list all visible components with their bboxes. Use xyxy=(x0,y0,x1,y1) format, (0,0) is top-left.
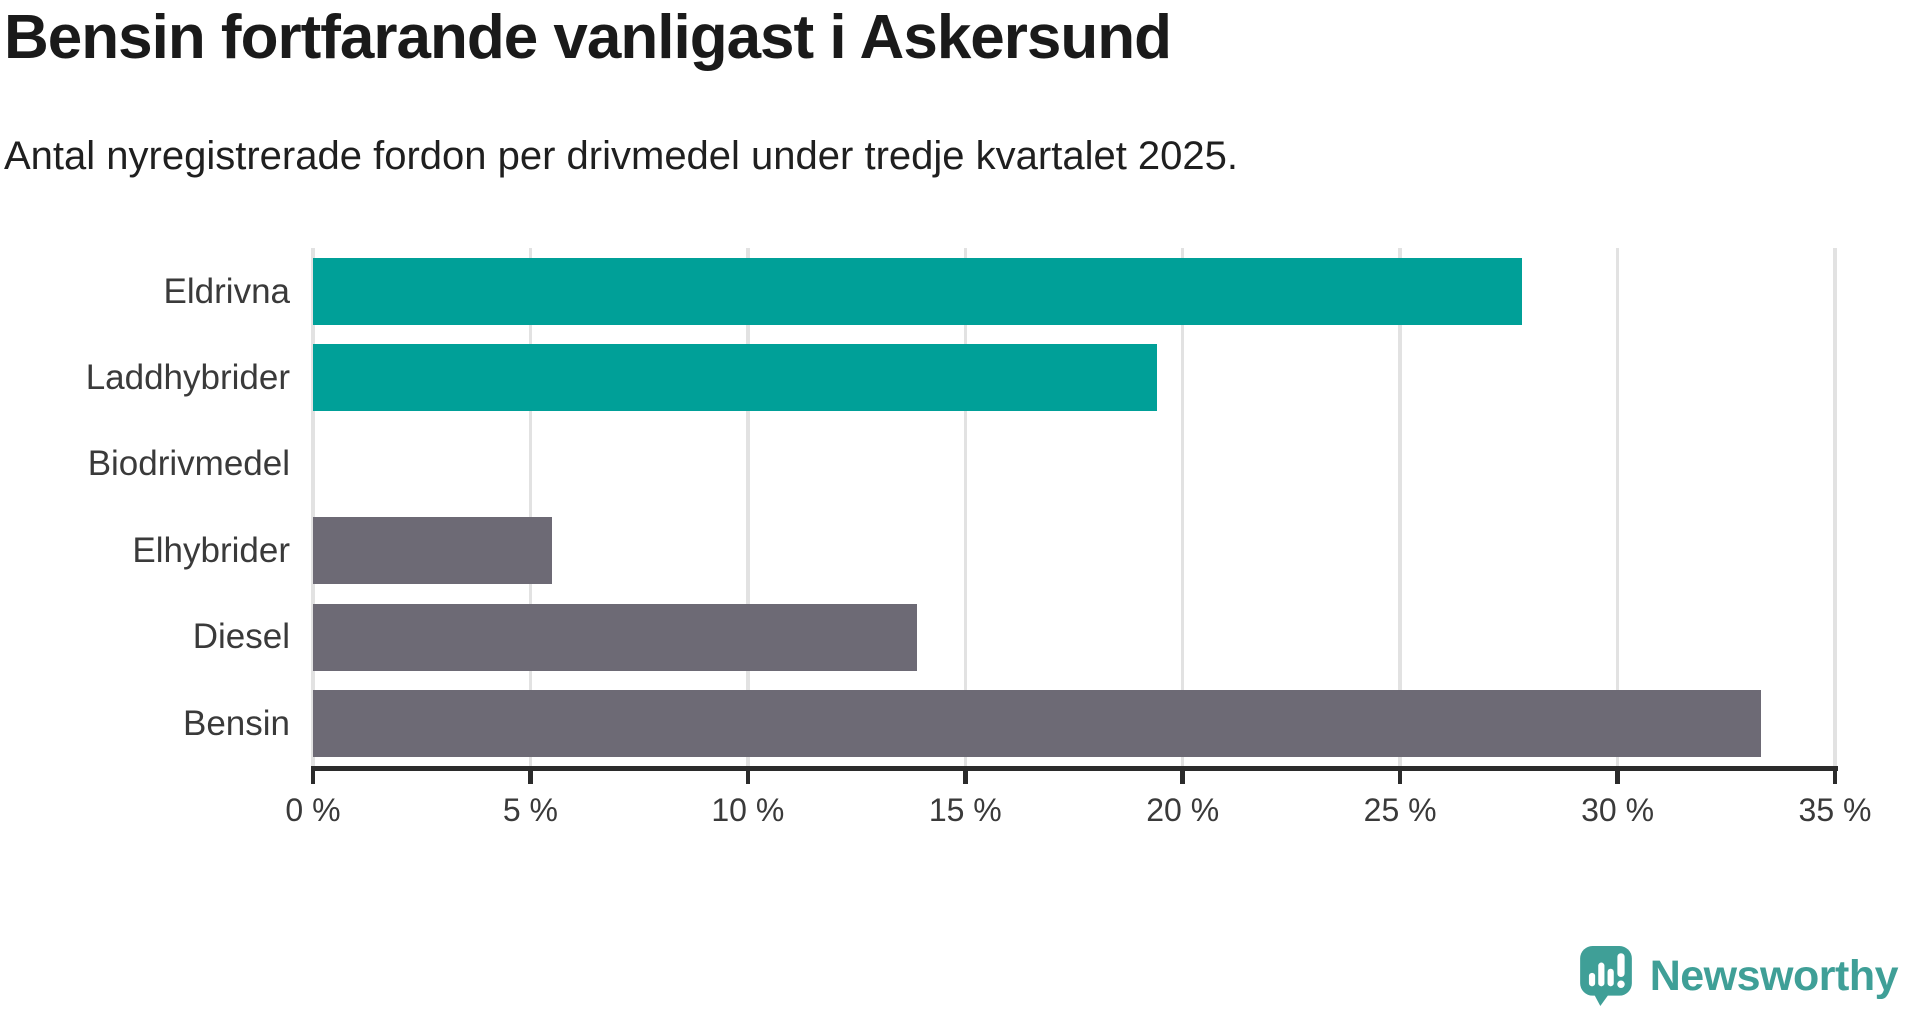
category-label-bensin: Bensin xyxy=(182,703,290,743)
newsworthy-logo-text: Newsworthy xyxy=(1649,951,1899,1000)
gridline-20 xyxy=(1180,248,1185,766)
x-tick-30 xyxy=(1615,770,1620,784)
gridline-15 xyxy=(963,248,968,766)
gridline-10 xyxy=(746,248,750,766)
bar-laddhybrider xyxy=(313,344,1157,412)
x-tick-label-25: 25 % xyxy=(1363,792,1437,828)
x-tick-5 xyxy=(528,770,533,784)
x-tick-label-5: 5 % xyxy=(502,792,558,828)
category-label-diesel: Diesel xyxy=(192,617,290,657)
chart-subtitle: Antal nyregistrerade fordon per drivmede… xyxy=(4,134,1239,178)
x-tick-label-15: 15 % xyxy=(928,792,1002,828)
gridline-0 xyxy=(311,248,315,766)
chart-title: Bensin fortfarande vanligast i Askersund xyxy=(4,3,1172,72)
category-label-biodrivmedel: Biodrivmedel xyxy=(87,444,290,484)
x-tick-35 xyxy=(1832,770,1838,784)
x-tick-25 xyxy=(1397,770,1403,784)
x-tick-label-0: 0 % xyxy=(285,792,341,828)
x-tick-10 xyxy=(745,770,751,784)
x-tick-label-20: 20 % xyxy=(1146,792,1220,828)
bar-eldrivna xyxy=(313,258,1522,325)
newsworthy-logo: Newsworthy xyxy=(1579,946,1899,1006)
x-tick-label-10: 10 % xyxy=(711,792,785,828)
bar-bensin xyxy=(313,690,1762,757)
category-label-elhybrider: Elhybrider xyxy=(132,530,290,570)
newsworthy-logo-icon xyxy=(1579,946,1632,1006)
category-label-eldrivna: Eldrivna xyxy=(163,271,290,311)
x-tick-0 xyxy=(310,770,316,784)
x-tick-20 xyxy=(1180,770,1185,784)
category-label-laddhybrider: Laddhybrider xyxy=(85,357,290,397)
bar-diesel xyxy=(313,603,918,671)
gridline-25 xyxy=(1398,248,1402,766)
x-tick-15 xyxy=(963,770,968,784)
gridline-35 xyxy=(1833,248,1837,766)
x-tick-label-30: 30 % xyxy=(1581,792,1655,828)
bar-elhybrider xyxy=(313,517,553,585)
x-axis-line xyxy=(311,766,1838,771)
x-tick-label-35: 35 % xyxy=(1798,792,1872,828)
gridline-30 xyxy=(1615,248,1620,766)
gridline-5 xyxy=(528,248,533,766)
